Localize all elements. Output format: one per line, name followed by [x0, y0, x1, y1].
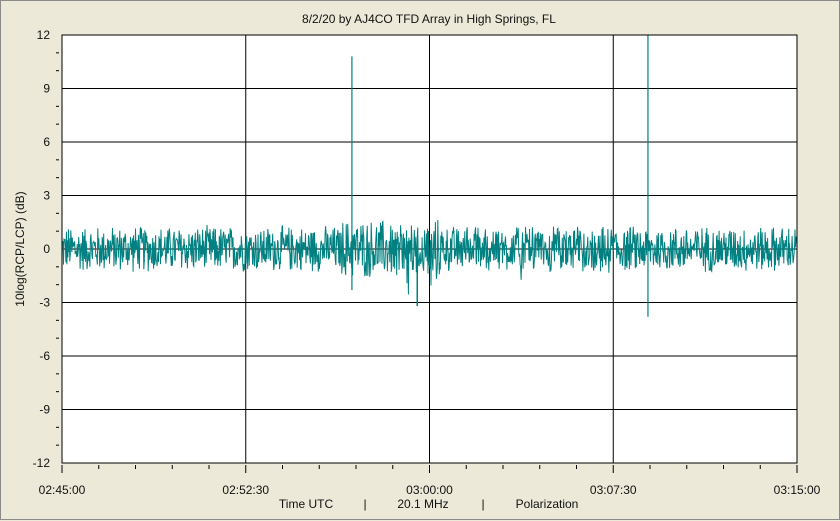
y-tick-label: 9: [43, 82, 50, 96]
x-tick-label: 02:52:30: [222, 483, 269, 497]
y-tick-label: -12: [33, 456, 51, 470]
y-tick-label: 6: [43, 135, 50, 149]
plot-border: [61, 34, 798, 464]
minor-ticks: [56, 52, 798, 473]
y-tick-label: 12: [37, 28, 51, 42]
signal-trace: [61, 219, 798, 295]
y-tick-labels: 12 9 6 3 0 -3 -6 -9 -12: [33, 28, 51, 470]
footer-label: Time UTC: [279, 497, 334, 511]
y-axis-label: 10log(RCP/LCP) (dB): [13, 191, 27, 306]
y-tick-label: -9: [39, 403, 50, 417]
x-tick-label: 03:00:00: [406, 483, 453, 497]
y-tick-label: 3: [43, 189, 50, 203]
x-tick-label: 03:15:00: [774, 483, 821, 497]
footer-label: |: [363, 497, 366, 511]
y-tick-label: 0: [43, 242, 50, 256]
footer-label: Polarization: [516, 497, 579, 511]
x-tick-label: 03:07:30: [590, 483, 637, 497]
chart-title: 8/2/20 by AJ4CO TFD Array in High Spring…: [302, 12, 556, 26]
footer-label: 20.1 MHz: [397, 497, 448, 511]
x-tick-labels: 02:45:00 02:52:30 03:00:00 03:07:30 03:15:00: [39, 483, 821, 497]
footer-label: |: [481, 497, 484, 511]
signal-spikes: [351, 35, 649, 317]
x-tick-label: 02:45:00: [39, 483, 86, 497]
y-tick-label: -6: [39, 349, 50, 363]
y-tick-label: -3: [39, 296, 50, 310]
footer-labels: Time UTC | 20.1 MHz | Polarization: [279, 497, 578, 511]
